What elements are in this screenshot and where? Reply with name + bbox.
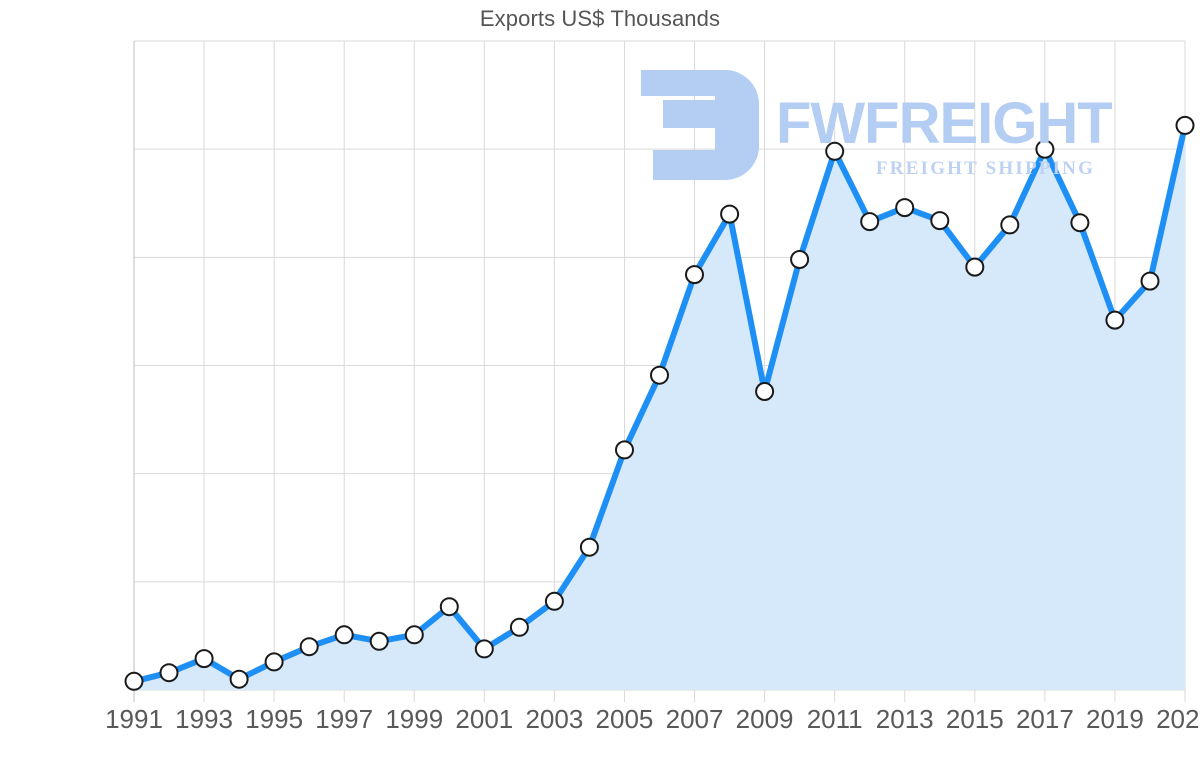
x-tick-label: 2019 (1086, 704, 1144, 734)
x-tick-label: 2021 (1156, 704, 1200, 734)
x-tick-label: 2017 (1015, 704, 1074, 734)
x-tick-label: 2001 (455, 704, 514, 734)
x-tick-label: 2007 (665, 704, 724, 734)
x-tick-label: 1993 (175, 704, 233, 734)
x-tick-label: 2015 (945, 704, 1004, 734)
x-tick-label: 2005 (595, 704, 654, 734)
x-tick-label: 2011 (806, 704, 863, 734)
x-tick-label: 2009 (735, 704, 794, 734)
area-fill (134, 125, 1185, 690)
x-tick-label: 2003 (525, 704, 584, 734)
x-tick-label: 2013 (875, 704, 934, 734)
chart-title: Exports US$ Thousands (479, 6, 721, 31)
x-tick-label: 1995 (245, 704, 304, 734)
x-tick-label: 1991 (105, 704, 163, 734)
x-tick-label: 1997 (315, 704, 374, 734)
data-point-markers (124, 115, 1195, 691)
x-tick-label: 1999 (385, 704, 444, 734)
